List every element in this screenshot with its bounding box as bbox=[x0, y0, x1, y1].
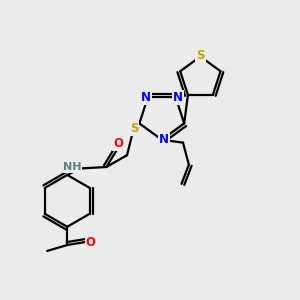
Text: S: S bbox=[196, 49, 205, 62]
Text: O: O bbox=[86, 236, 96, 249]
Text: NH: NH bbox=[63, 162, 82, 172]
Text: N: N bbox=[141, 91, 151, 103]
Text: O: O bbox=[113, 137, 123, 150]
Text: S: S bbox=[130, 122, 138, 135]
Text: N: N bbox=[159, 133, 169, 146]
Text: N: N bbox=[173, 91, 183, 103]
